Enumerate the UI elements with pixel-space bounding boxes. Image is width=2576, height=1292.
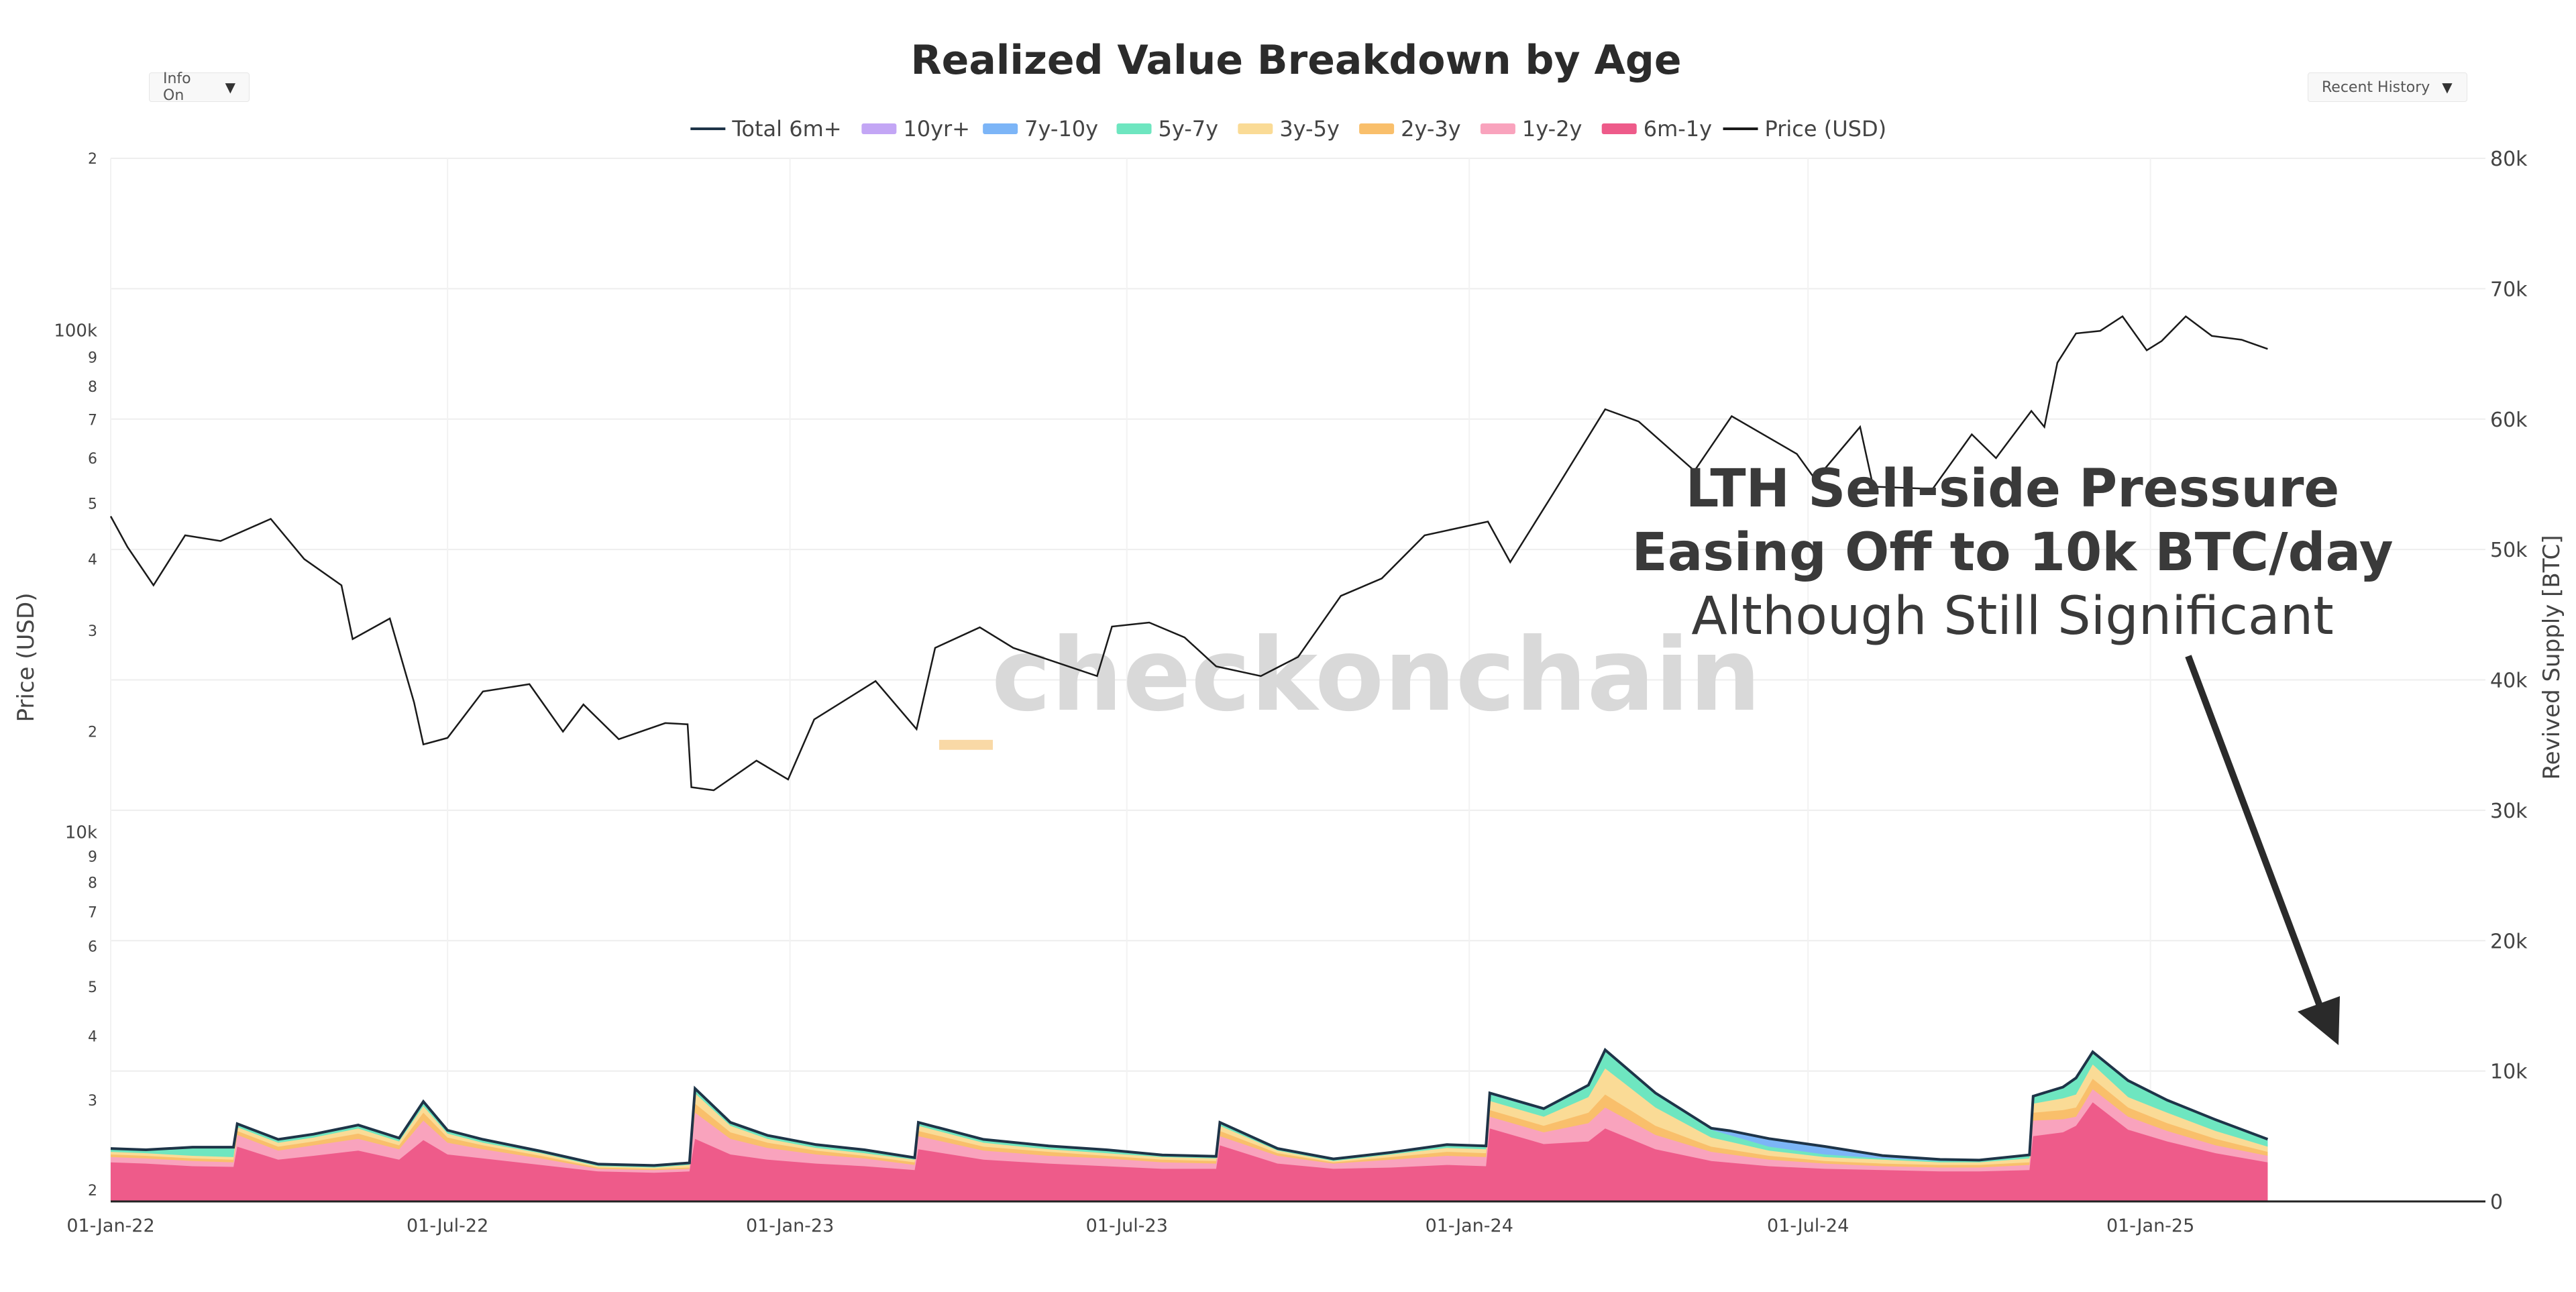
x-axis-ticks: 01-Jan-22 01-Jul-22 01-Jan-23 01-Jul-23 01-J… — [66, 1216, 2194, 1236]
y-left-upper-tick-label: 2 — [88, 151, 97, 168]
x-tick-label: 01-Jan-22 — [66, 1216, 154, 1236]
history-select-label: Recent History — [2322, 78, 2430, 96]
legend: Total 6m+ 10yr+ 7y-10y 5y-7y 3y-5y 2y-3y 1y-2y… — [690, 116, 1886, 142]
x-tick-label: 01-Jul-24 — [1767, 1216, 1849, 1236]
y-left-lower-tick-label: 3 — [88, 1093, 97, 1110]
price-line — [109, 315, 2268, 792]
legend-label-total-6m: Total 6m+ — [731, 116, 841, 142]
y-axis-right-ticks: 80k 70k 60k 50k 40k 30k 20k 10k 0 — [2490, 148, 2528, 1214]
area-6m-1y — [111, 1102, 2268, 1201]
legend-swatch-10yr — [861, 123, 897, 134]
y-right-tick-label: 70k — [2490, 278, 2528, 301]
total-6m-line — [110, 1047, 2269, 1167]
y-left-lower-tick-label: 2 — [88, 1183, 97, 1199]
y-axis-left-ticks: 2 100k 9 8 7 6 5 4 3 2 10k 9 8 7 6 5 4 3 2 — [54, 151, 97, 1199]
y-left-lower-tick-label: 6 — [88, 939, 97, 956]
y-left-lower-tick-label: 7 — [88, 905, 97, 922]
legend-swatch-2y-3y — [1359, 123, 1395, 134]
y-axis-left-label: Price (USD) — [13, 593, 40, 722]
legend-label-price-usd: Price (USD) — [1765, 116, 1887, 142]
info-toggle-label: Info On — [163, 70, 191, 104]
y-right-tick-label: 10k — [2490, 1061, 2528, 1084]
legend-swatch-7y-10y — [983, 123, 1018, 134]
y-left-lower-tick-label: 5 — [88, 979, 97, 996]
y-left-lower-tick-label: 9 — [88, 849, 97, 865]
info-toggle-dropdown[interactable]: Info On ▼ — [149, 70, 250, 104]
y-left-lower-tick-label: 4 — [88, 1029, 97, 1046]
chevron-down-icon: ▼ — [2442, 79, 2453, 95]
legend-label-1y-2y: 1y-2y — [1522, 116, 1582, 142]
legend-label-6m-1y: 6m-1y — [1644, 116, 1712, 142]
legend-label-7y-10y: 7y-10y — [1024, 116, 1098, 142]
y-left-upper-tick-label: 8 — [88, 379, 97, 396]
y-left-upper-tick-label: 3 — [88, 623, 97, 640]
y-right-tick-label: 80k — [2490, 148, 2528, 171]
y-right-tick-label: 60k — [2490, 409, 2528, 432]
legend-label-5y-7y: 5y-7y — [1159, 116, 1219, 142]
y-left-lower-tick-label: 8 — [88, 875, 97, 892]
y-right-tick-label: 40k — [2490, 669, 2528, 693]
annotation-line-3: Although Still Significant — [1691, 586, 2333, 647]
legend-label-10yr: 10yr+ — [903, 116, 970, 142]
legend-swatch-3y-5y — [1238, 123, 1273, 134]
y-left-upper-tick-label: 5 — [88, 496, 97, 513]
y-left-lower-tick-label: 10k — [65, 823, 97, 843]
legend-label-3y-5y: 3y-5y — [1279, 116, 1340, 142]
history-select-dropdown[interactable]: Recent History ▼ — [2308, 72, 2467, 102]
annotation-line-2: Easing Off to 10k BTC/day — [1631, 523, 2393, 583]
watermark-text: checkonchain — [991, 617, 1761, 734]
chevron-down-icon: ▼ — [225, 79, 235, 95]
y-left-upper-tick-label: 6 — [88, 451, 97, 468]
legend-swatch-6m-1y — [1601, 123, 1637, 134]
y-right-tick-label: 50k — [2490, 539, 2528, 562]
watermark-prefix: _ — [939, 625, 993, 750]
annotation-line-1: LTH Sell-side Pressure — [1686, 459, 2340, 519]
y-axis-right-label: Revived Supply [BTC] — [2538, 535, 2565, 779]
legend-label-2y-3y: 2y-3y — [1401, 116, 1461, 142]
annotation-arrow-shaft — [2185, 655, 2326, 1014]
y-right-tick-label: 0 — [2490, 1191, 2503, 1214]
y-left-upper-tick-label: 4 — [88, 551, 97, 568]
y-right-tick-label: 20k — [2490, 930, 2528, 953]
x-tick-label: 01-Jan-24 — [1426, 1216, 1513, 1236]
legend-swatch-5y-7y — [1116, 123, 1152, 134]
y-left-upper-tick-label: 2 — [88, 724, 97, 741]
chart-title: Realized Value Breakdown by Age — [910, 37, 1681, 84]
legend-swatch-1y-2y — [1480, 123, 1515, 134]
y-left-upper-tick-label: 9 — [88, 349, 97, 366]
annotation-arrow-head — [2298, 996, 2340, 1045]
x-tick-label: 01-Jul-22 — [407, 1216, 488, 1236]
area-stack — [111, 1050, 2268, 1201]
x-tick-label: 01-Jul-23 — [1086, 1216, 1168, 1236]
y-right-tick-label: 30k — [2490, 800, 2528, 823]
y-left-upper-tick-label: 7 — [88, 413, 97, 429]
x-tick-label: 01-Jan-25 — [2106, 1216, 2194, 1236]
watermark: _ checkonchain — [939, 617, 1761, 750]
y-left-upper-tick-label: 100k — [54, 321, 97, 341]
annotation: LTH Sell-side Pressure Easing Off to 10k… — [1631, 459, 2394, 1045]
x-tick-label: 01-Jan-23 — [746, 1216, 834, 1236]
